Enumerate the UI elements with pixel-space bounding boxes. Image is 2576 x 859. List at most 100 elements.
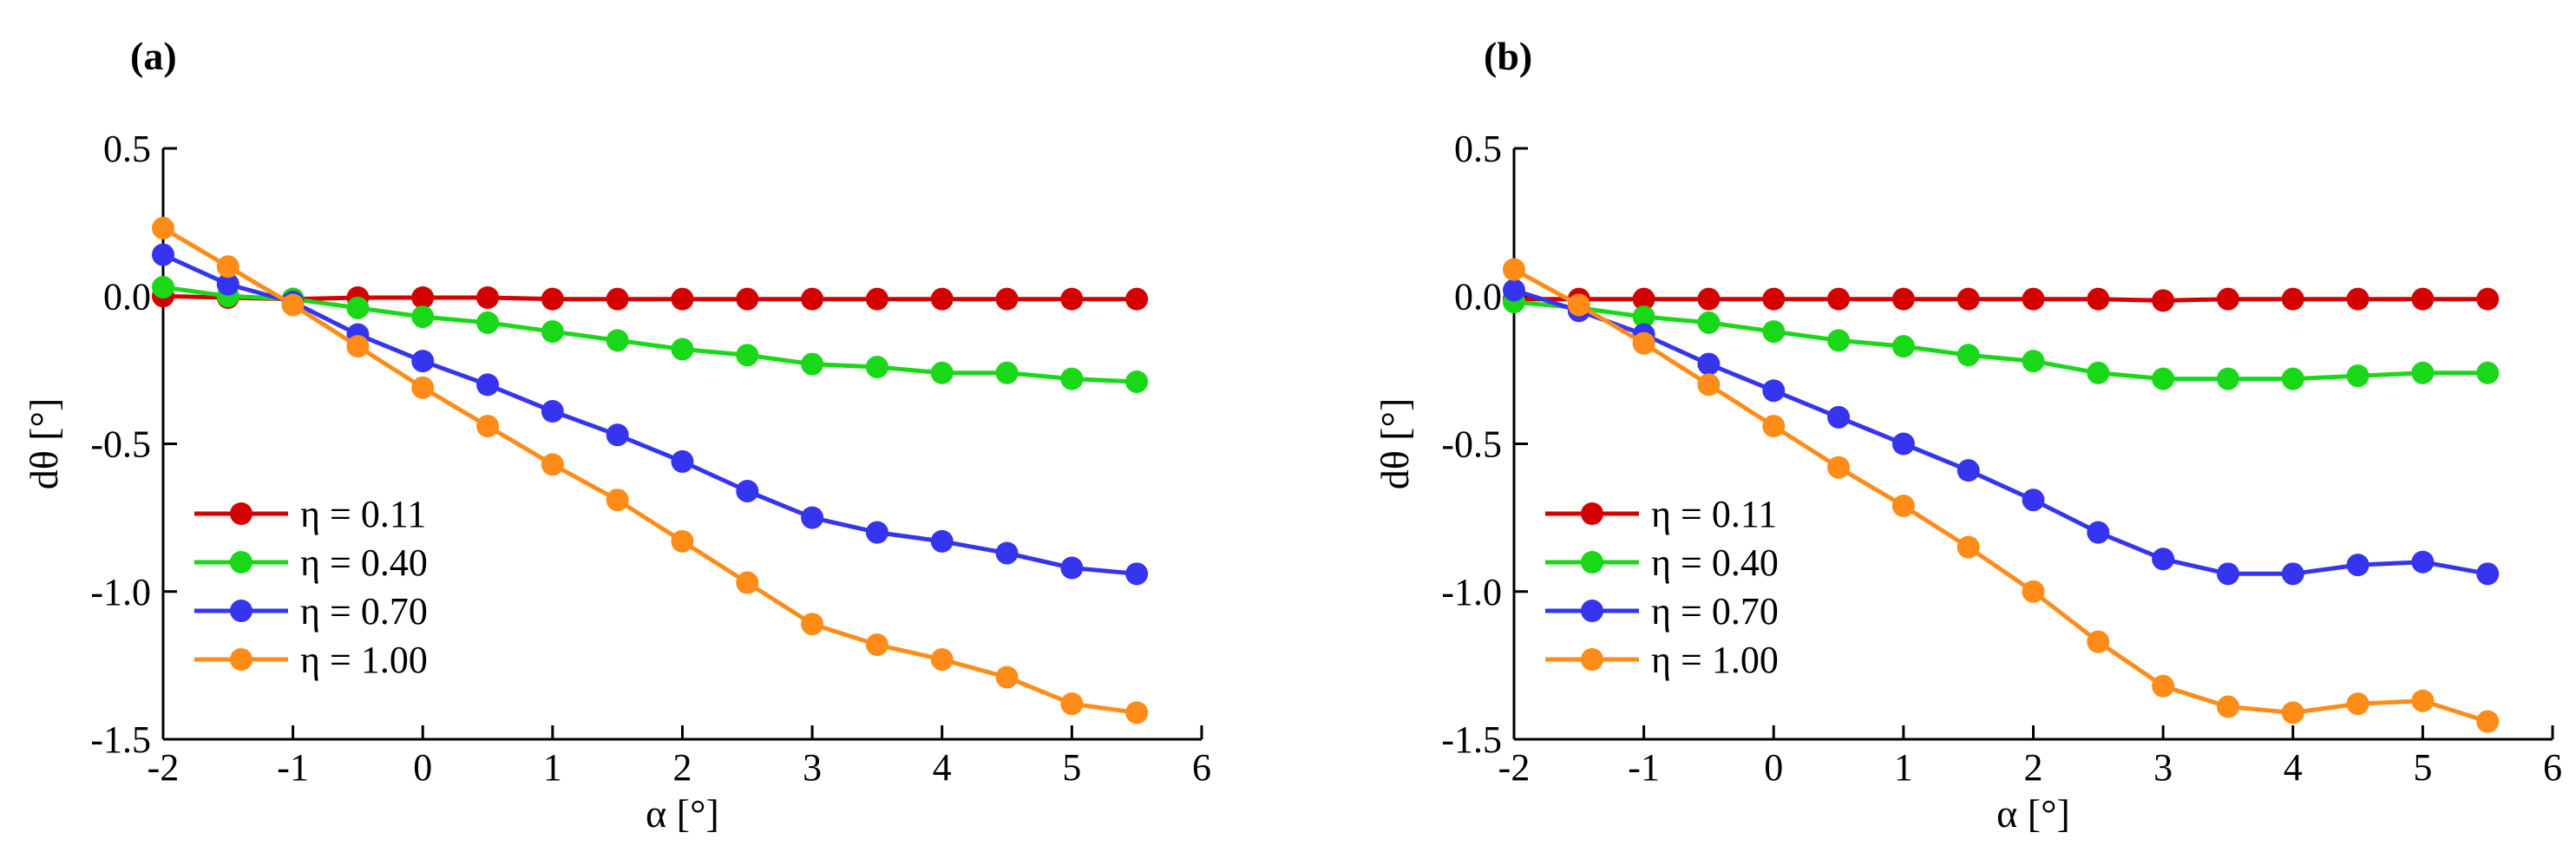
series-line <box>1513 299 2488 382</box>
y-tick-label: -1.5 <box>1441 718 1502 761</box>
x-tick-label: 3 <box>2153 746 2173 789</box>
x-tick-label: 0 <box>413 746 432 789</box>
data-point <box>2216 287 2239 311</box>
data-point <box>1697 373 1721 397</box>
series-line <box>1512 267 2488 724</box>
panel-label: (b) <box>1484 34 1532 78</box>
data-point <box>736 571 759 594</box>
data-point <box>2022 580 2045 603</box>
data-point <box>1632 287 1655 311</box>
data-point <box>152 243 174 266</box>
data-point <box>865 521 888 544</box>
x-tick-label: 1 <box>1894 746 1913 789</box>
data-point <box>2022 350 2045 373</box>
data-point <box>801 613 824 636</box>
data-point <box>476 415 500 438</box>
data-point <box>736 344 759 367</box>
data-point <box>216 255 239 279</box>
data-point <box>476 285 500 309</box>
y-tick-label: 0.5 <box>1454 128 1502 170</box>
data-point <box>606 329 629 352</box>
data-point <box>1125 562 1149 586</box>
x-tick-label: 2 <box>2024 746 2043 789</box>
series-line <box>162 285 1137 384</box>
data-point <box>2087 361 2110 384</box>
series-line <box>161 252 1137 576</box>
legend-marker <box>1581 600 1603 622</box>
data-point <box>346 335 370 358</box>
x-tick-label: 0 <box>1764 746 1783 789</box>
legend-marker <box>230 502 252 525</box>
data-point <box>2411 689 2435 712</box>
data-point <box>2281 367 2304 390</box>
data-point <box>671 338 694 361</box>
data-point <box>2476 287 2500 311</box>
data-point <box>1503 279 1525 302</box>
data-point <box>411 376 435 399</box>
y-tick-label: -0.5 <box>1441 423 1502 466</box>
data-point <box>995 541 1019 565</box>
legend-label: η = 1.00 <box>300 639 428 681</box>
data-point <box>995 361 1019 384</box>
data-point <box>1632 305 1655 329</box>
legend-marker <box>230 600 252 622</box>
data-point <box>476 373 500 397</box>
data-point <box>2476 710 2500 733</box>
legend-marker <box>230 551 252 574</box>
data-point <box>2152 674 2175 698</box>
x-tick-label: -2 <box>147 746 180 789</box>
x-tick-label: 5 <box>2413 746 2432 789</box>
data-point <box>2281 701 2304 725</box>
data-point <box>2281 562 2304 586</box>
x-axis-label: α [°] <box>646 791 719 836</box>
y-axis-label: dθ [°] <box>22 398 66 490</box>
legend-marker <box>230 648 252 671</box>
chart-panel-a: (a) -2 -1 0 1 2 3 4 5 6 0.5 0.0 -0.5 -1.0 -1.5 α [°] dθ … <box>22 34 1211 836</box>
data-point <box>930 361 954 384</box>
data-point <box>2087 287 2110 311</box>
data-point <box>1060 287 1084 311</box>
data-point <box>1827 456 1851 479</box>
data-point <box>2152 548 2175 571</box>
data-point <box>606 423 629 447</box>
series-line <box>161 226 1137 715</box>
legend-marker <box>1581 502 1603 525</box>
legend-marker <box>1581 648 1603 671</box>
data-point <box>1891 432 1915 456</box>
data-point <box>865 633 888 657</box>
x-tick-label: -1 <box>1628 746 1660 789</box>
data-point <box>2346 554 2370 577</box>
data-point <box>606 489 629 512</box>
data-point <box>2346 287 2370 311</box>
data-point <box>671 449 694 473</box>
data-point <box>1762 415 1786 438</box>
data-point <box>2476 562 2500 586</box>
data-point <box>2411 287 2435 311</box>
data-point <box>1827 329 1851 352</box>
legend-label: η = 0.70 <box>1651 590 1779 633</box>
y-tick-label: 0.5 <box>103 128 151 170</box>
data-point <box>1125 287 1149 311</box>
data-point <box>1827 405 1851 429</box>
data-point <box>2022 287 2045 311</box>
series-line <box>1513 288 2488 576</box>
data-point <box>1891 335 1915 358</box>
data-point <box>2022 489 2045 512</box>
data-point <box>2216 695 2239 718</box>
data-point <box>1567 293 1590 317</box>
legend-label: η = 1.00 <box>1651 639 1779 681</box>
data-point <box>995 287 1019 311</box>
data-point <box>995 666 1019 689</box>
y-tick-label: -1.0 <box>1441 571 1502 613</box>
panel-label: (a) <box>130 34 177 78</box>
data-point <box>411 350 435 373</box>
data-point <box>1060 556 1084 580</box>
data-point <box>2476 361 2500 384</box>
x-tick-label: -2 <box>1498 746 1531 789</box>
x-tick-label: -1 <box>277 746 309 789</box>
data-point <box>930 529 954 553</box>
legend-label: η = 0.70 <box>300 590 428 633</box>
data-point <box>865 355 888 378</box>
data-point <box>1762 379 1786 403</box>
data-point <box>930 287 954 311</box>
